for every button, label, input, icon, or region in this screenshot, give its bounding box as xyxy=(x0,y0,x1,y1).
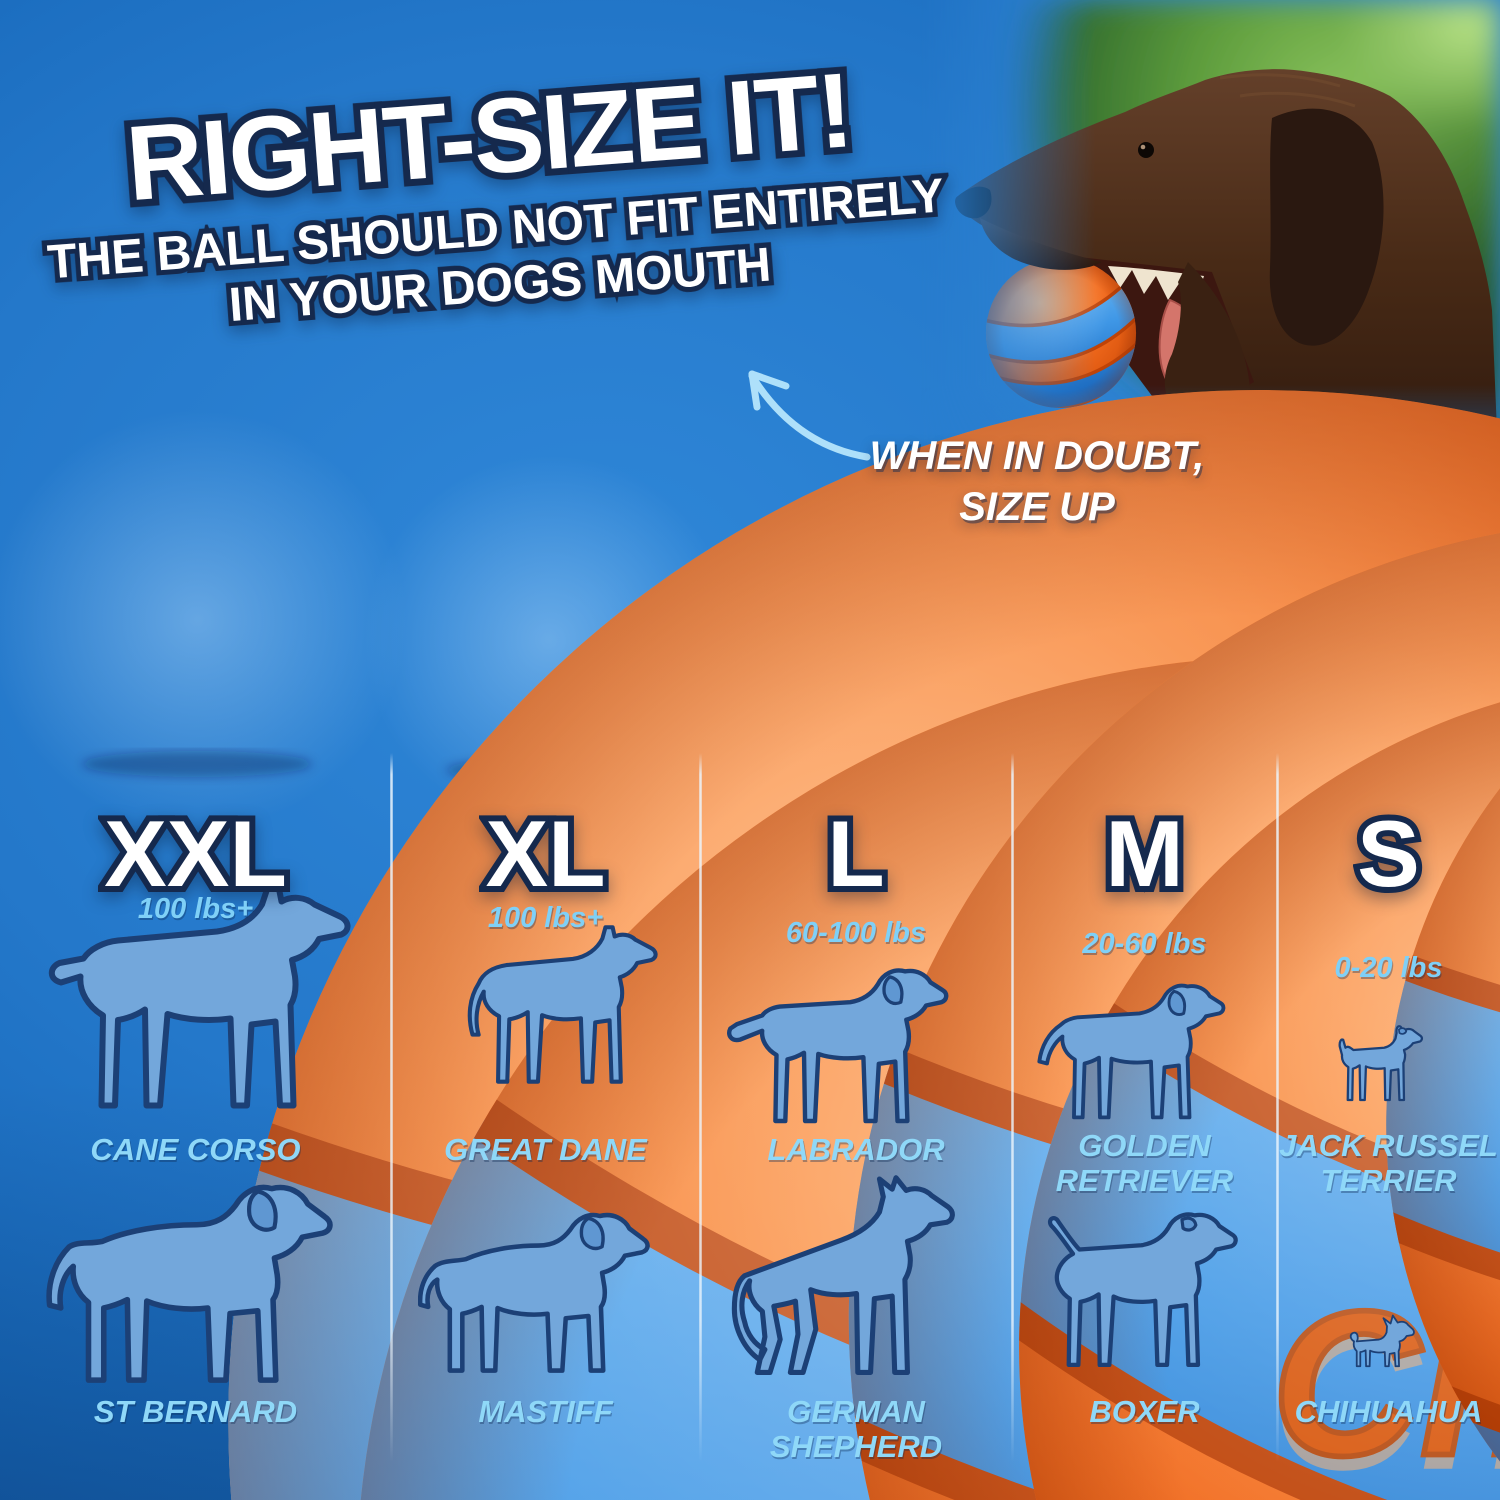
curved-arrow-icon xyxy=(748,370,871,461)
teeth xyxy=(1108,266,1204,302)
nose xyxy=(955,186,992,219)
upper-lip xyxy=(980,218,1102,270)
top-breed-label-m: GOLDEN RETRIEVER xyxy=(1055,1128,1234,1198)
size-label-xl: XL XL xyxy=(479,795,611,912)
bottom-breed-label-m: BOXER xyxy=(1089,1394,1200,1429)
top-breed-label-l: LABRADOR xyxy=(767,1132,945,1167)
top-breed-label-xl: GREAT DANE xyxy=(444,1132,647,1167)
hint-line-2: SIZE UP xyxy=(959,485,1115,530)
ball-in-mouth xyxy=(970,257,1152,409)
hint-text: WHEN IN DOUBT, SIZE UP xyxy=(862,431,1212,533)
bottom-breed-label-s: CHIHUAHUA xyxy=(1294,1394,1483,1429)
ear xyxy=(1269,108,1384,346)
weight-label-m: 20-60 lbs xyxy=(1082,928,1207,960)
size-label-l: L L xyxy=(821,795,890,912)
top-breed-label-xxl: CANE CORSO xyxy=(90,1132,301,1167)
bottom-breed-label-xl: MASTIFF xyxy=(478,1394,613,1429)
size-label-s: S S xyxy=(1351,795,1426,912)
size-label-xxl: XXL XXL xyxy=(98,795,293,912)
top-breed-label-s: JACK RUSSEL TERRIER xyxy=(1279,1128,1498,1198)
column-dividers xyxy=(390,753,1279,1462)
size-label-m: M M xyxy=(1099,795,1189,912)
weight-label-s: 0-20 lbs xyxy=(1334,952,1443,984)
weight-label-xxl: 100 lbs+ xyxy=(137,893,254,925)
bottom-breed-label-l: GERMAN SHEPHERD xyxy=(769,1394,943,1464)
bottom-breed-label-xxl: ST BERNARD xyxy=(93,1394,298,1429)
weight-label-l: 60-100 lbs xyxy=(785,917,927,949)
hint-line-1: WHEN IN DOUBT, xyxy=(869,434,1205,478)
weight-label-xl: 100 lbs+ xyxy=(487,902,604,934)
